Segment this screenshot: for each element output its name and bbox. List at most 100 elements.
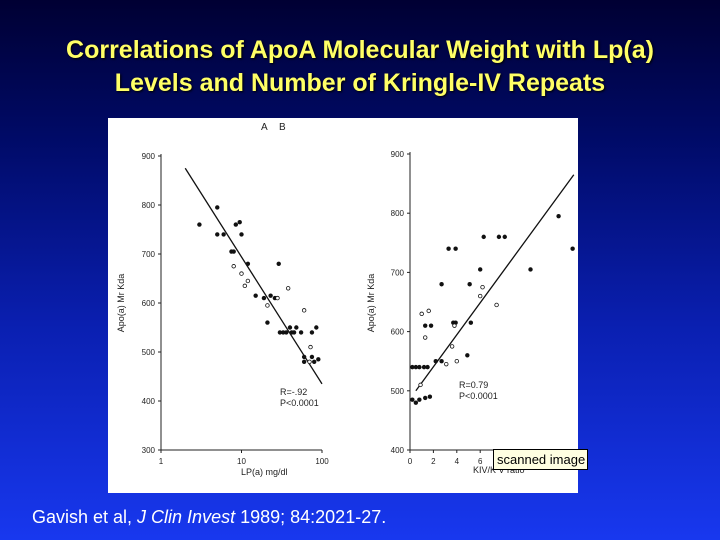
chart-a-point-filled xyxy=(261,295,267,301)
chart-b-y-tick-label: 700 xyxy=(391,268,405,277)
chart-b-point-open xyxy=(452,323,457,328)
chart-a-y-tick-label: 700 xyxy=(142,250,156,259)
chart-a-point-open xyxy=(242,283,248,289)
chart-a-point-open xyxy=(239,271,244,276)
chart-b-point-open xyxy=(418,382,423,388)
chart-b-point-filled xyxy=(465,353,470,358)
chart-b-x-tick-label: 6 xyxy=(478,457,483,466)
chart-b-point-filled xyxy=(427,394,433,399)
chart-b-point-filled xyxy=(410,364,415,370)
chart-b-point-filled xyxy=(446,246,451,251)
title-line-2: Levels and Number of Kringle-IV Repeats xyxy=(114,69,606,97)
chart-a-point-open xyxy=(231,264,236,269)
chart-b-point-filled xyxy=(433,359,438,364)
chart-a-x-tick-label: 100 xyxy=(315,457,329,466)
chart-b-point-open xyxy=(480,284,485,290)
chart-b-y-tick-label: 500 xyxy=(391,387,405,396)
chart-a-annotation: P<0.0001 xyxy=(280,398,319,408)
chart-a-point-filled xyxy=(221,232,226,237)
chart-b-point-filled xyxy=(423,395,428,401)
chart-b-annotation: P<0.0001 xyxy=(459,391,498,401)
chart-b-x-tick-label: 2 xyxy=(431,457,436,466)
chart-a-point-filled xyxy=(253,293,258,298)
chart-a-y-tick-label: 500 xyxy=(142,348,156,357)
chart-a-point-filled xyxy=(265,320,270,325)
chart-b-point-filled xyxy=(428,323,434,328)
chart-a-point-open xyxy=(275,295,280,301)
chart-b-title: B xyxy=(279,122,286,133)
chart-b-point-filled xyxy=(425,364,430,370)
chart-a-point-filled xyxy=(281,330,286,335)
chart-a-point-filled xyxy=(287,325,293,330)
chart-a-y-tick-label: 800 xyxy=(142,201,156,210)
citation-rest: 1989; 84:2021-27. xyxy=(235,507,387,527)
chart-a-point-filled xyxy=(276,261,281,266)
chart-b-point-filled xyxy=(413,364,419,370)
chart-a-point-filled xyxy=(284,330,289,335)
chart-b-x-tick-label: 4 xyxy=(455,457,460,466)
chart-a-y-tick-label: 600 xyxy=(142,299,156,308)
chart-a-point-filled xyxy=(291,330,297,335)
chart-b-point-open xyxy=(444,361,449,367)
chart-a-y-tick-label: 400 xyxy=(142,397,156,406)
chart-b-point-filled xyxy=(570,246,575,251)
chart-a-point-open xyxy=(285,286,291,291)
chart-a-point-filled xyxy=(237,219,242,225)
chart-a-point-filled xyxy=(268,293,273,298)
chart-b-point-filled xyxy=(478,267,483,272)
slide-title: Correlations of ApoA Molecular Weight wi… xyxy=(0,34,720,100)
chart-a-x-tick-label: 1 xyxy=(159,457,164,466)
chart-b-annotation: R=0.79 xyxy=(459,380,488,390)
chart-b-point-filled xyxy=(413,400,419,405)
chart-b-point-filled xyxy=(439,282,444,287)
chart-a-y-tick-label: 300 xyxy=(142,446,156,455)
chart-b-x-label: KIV/K V ratio xyxy=(473,465,525,475)
chart-b-point-open xyxy=(449,344,455,349)
chart-a-point-filled xyxy=(301,354,307,360)
chart-b-y-label: Apo(a) Mr Kda xyxy=(366,274,376,333)
chart-a-point-filled xyxy=(277,330,283,335)
chart-b-point-filled xyxy=(556,213,561,219)
chart-b-point-filled xyxy=(528,267,533,272)
chart-a-point-filled xyxy=(316,357,321,362)
chart-b-point-filled xyxy=(410,397,415,402)
chart-a-point-filled xyxy=(309,354,315,360)
chart-a-point-filled xyxy=(309,330,315,335)
chart-b-point-filled xyxy=(496,234,502,240)
chart-b-point-open xyxy=(454,358,459,364)
image-tooltip: scanned image of p xyxy=(493,449,588,470)
chart-b-point-filled xyxy=(481,234,486,240)
chart-a-point-open xyxy=(245,278,251,284)
chart-a-point-open xyxy=(265,303,270,308)
chart-a-regression-line xyxy=(184,167,323,385)
chart-a-x-label: LP(a) mg/dl xyxy=(241,467,288,477)
chart-b-regression-line xyxy=(415,174,575,392)
chart-a-point-open xyxy=(308,344,313,350)
scatter-plots: A 300 400 500 600 700 800 900 1 10 100 LP(a) mg/dl A… xyxy=(116,122,578,477)
chart-b-point-open xyxy=(478,293,483,299)
chart-a-point-filled xyxy=(298,330,304,335)
chart-b-point-filled xyxy=(423,323,428,328)
chart-a-point-filled xyxy=(233,222,239,227)
chart-a-point-filled xyxy=(197,222,202,227)
chart-a-y-tick-label: 900 xyxy=(142,152,156,161)
chart-b-point-filled xyxy=(421,364,427,370)
chart-a-y-label: Apo(a) Mr Kda xyxy=(116,274,126,333)
chart-b-point-filled xyxy=(417,364,422,370)
chart-a-point-filled xyxy=(231,249,236,254)
chart-a-point-filled xyxy=(301,359,307,364)
chart-a-point-filled xyxy=(311,359,317,364)
chart-b-point-filled xyxy=(453,246,458,251)
chart-b-point-filled xyxy=(439,359,444,364)
chart-a-annotation: R=-.92 xyxy=(280,387,307,397)
chart-b-point-filled xyxy=(417,397,422,402)
chart-a-point-filled xyxy=(215,232,220,237)
chart-b-y-tick-label: 800 xyxy=(391,209,405,218)
chart-a-title: A xyxy=(261,122,268,133)
chart-b-y-tick-label: 600 xyxy=(391,328,405,337)
chart-a-x-tick-label: 10 xyxy=(237,457,246,466)
citation-authors: Gavish et al, xyxy=(32,507,138,527)
chart-b-point-open xyxy=(423,335,428,340)
citation: Gavish et al, J Clin Invest 1989; 84:202… xyxy=(32,507,386,528)
chart-a-point-filled xyxy=(215,205,220,210)
